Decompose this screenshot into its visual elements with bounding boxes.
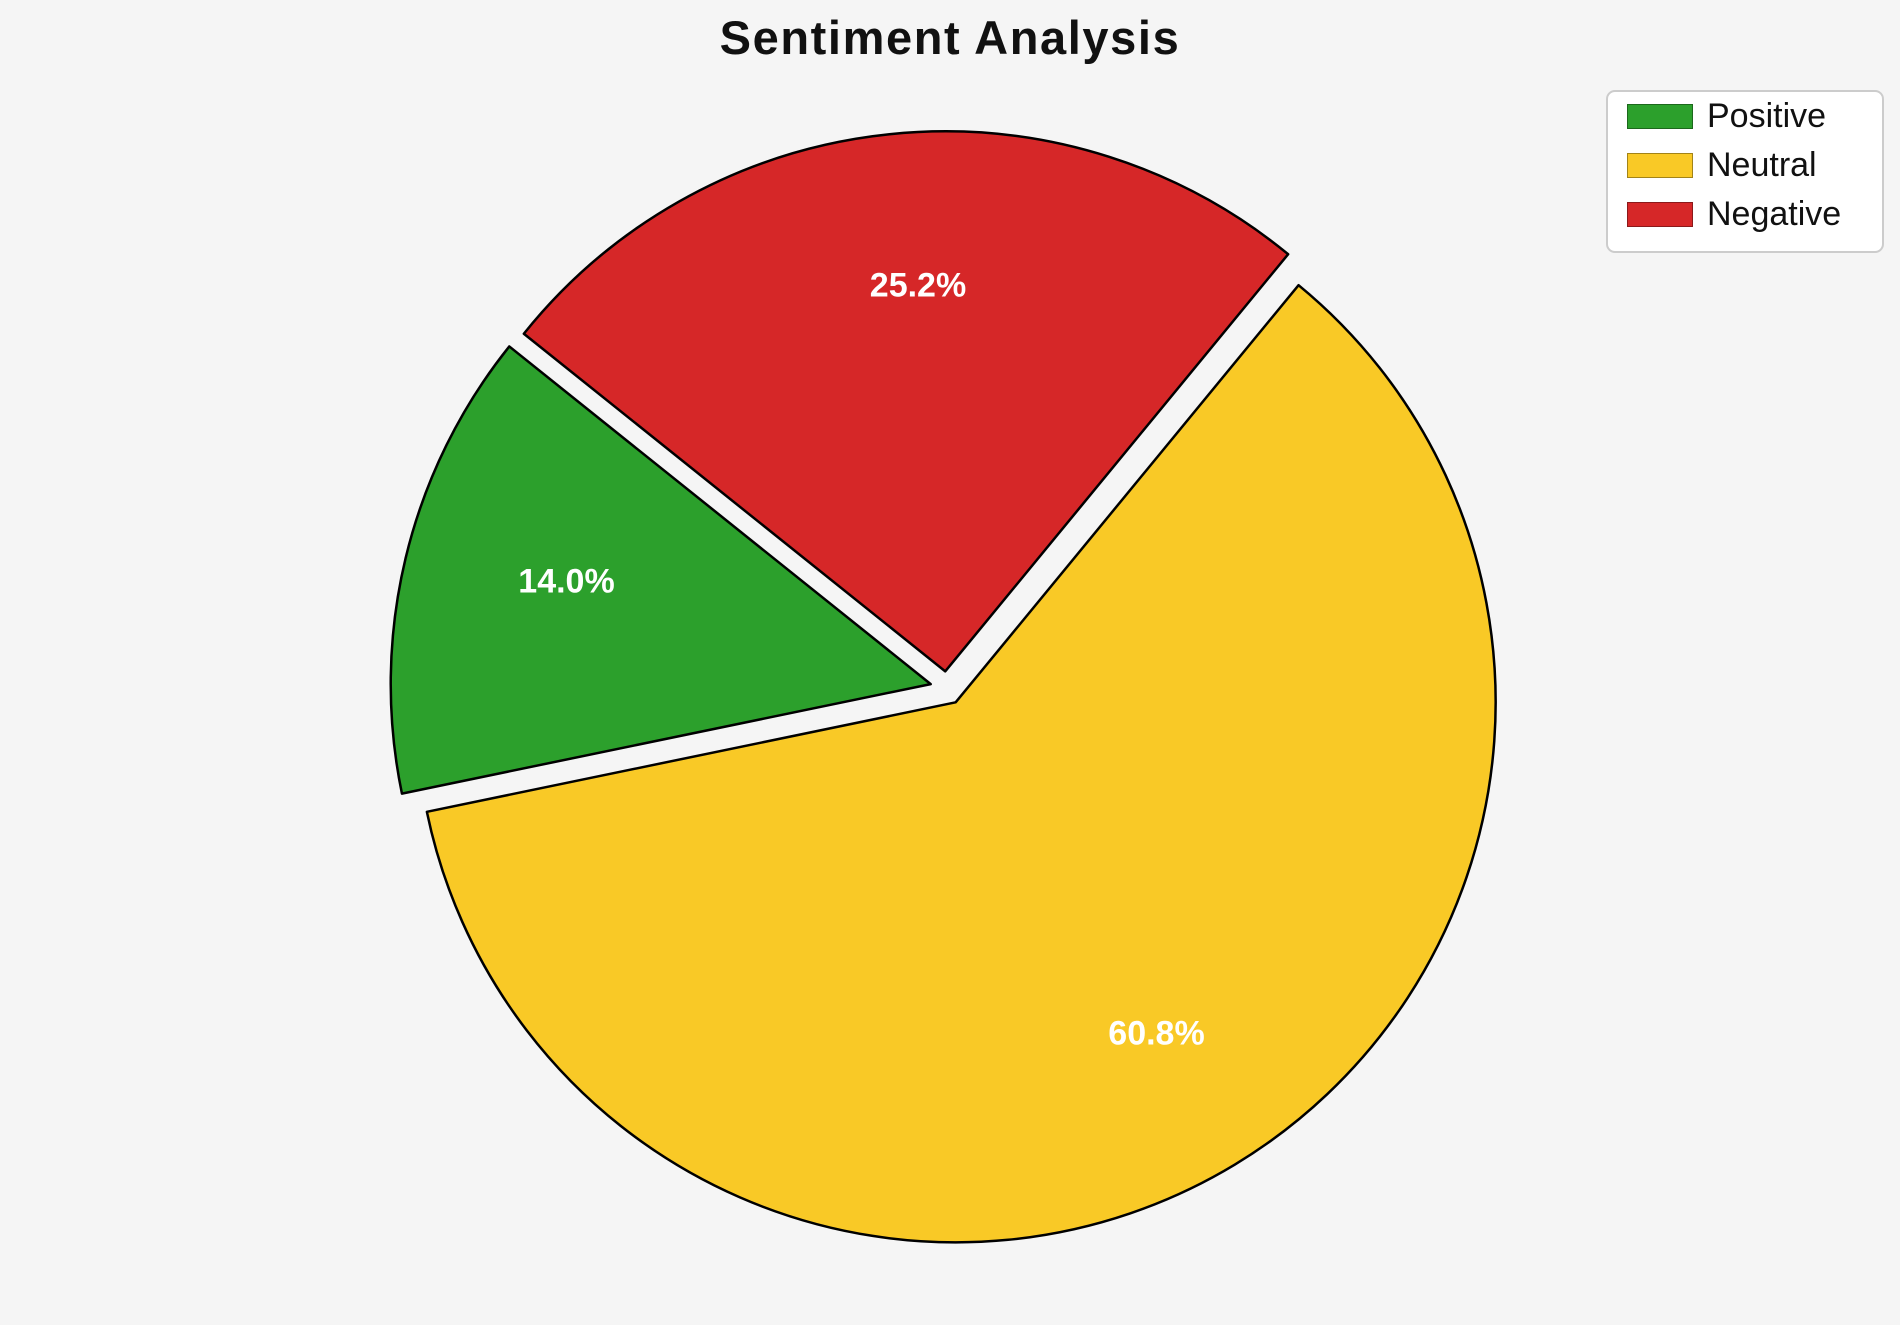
svg-text:14.0%: 14.0% — [518, 562, 614, 600]
svg-text:60.8%: 60.8% — [1108, 1014, 1204, 1052]
svg-text:25.2%: 25.2% — [870, 267, 966, 305]
